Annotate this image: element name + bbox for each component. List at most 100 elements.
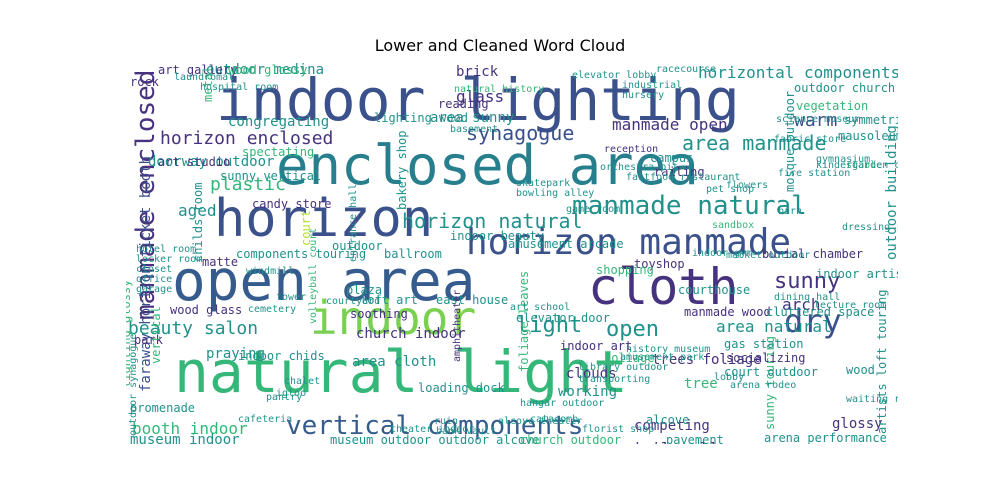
word-entrance-hall: entrance hall bbox=[348, 184, 359, 262]
word-outdoor-church: outdoor church bbox=[794, 81, 895, 95]
word-dining-hall: dining hall bbox=[774, 292, 840, 303]
word-natural-history: natural history bbox=[454, 84, 544, 95]
word-railing: railing bbox=[654, 165, 705, 179]
word-booth-indoor: booth indoor bbox=[132, 419, 248, 438]
word-campus: campus bbox=[650, 151, 693, 165]
word-manmade-natural: manmade natural bbox=[572, 191, 807, 221]
word-flowers: flowers bbox=[726, 180, 768, 191]
word-trees-foliage: trees foliage bbox=[652, 352, 762, 368]
word-competing: competing bbox=[634, 418, 710, 434]
word-manmade-open: manmade open bbox=[612, 115, 728, 134]
word-outdoor: outdoor bbox=[332, 239, 383, 253]
word-theater-indoor: theater indoor bbox=[390, 424, 474, 435]
word-praying: praying bbox=[206, 346, 265, 362]
word-basement: basement bbox=[450, 124, 498, 135]
word-light: light bbox=[516, 313, 582, 338]
word-fire-station: fire station bbox=[778, 168, 850, 179]
word-dry: dry bbox=[784, 302, 842, 340]
word-socializing: socializing bbox=[726, 351, 805, 365]
word-outdoor-synagogue: outdoor synagogue bbox=[128, 334, 139, 436]
word-office: office bbox=[136, 274, 172, 285]
word-toyshop: toyshop bbox=[634, 257, 685, 271]
word-glass: glass bbox=[456, 87, 504, 106]
word-courtyard: courtyard bbox=[326, 296, 380, 307]
word-cemetery: cemetery bbox=[248, 304, 296, 315]
word-nursery: nursery bbox=[622, 90, 664, 101]
word-manmade-wood: manmade wood bbox=[684, 305, 771, 319]
word-lighting-glossy: lighting glossy bbox=[126, 280, 133, 388]
word-indoor-artists: indoor artists bbox=[816, 267, 898, 281]
word-orchestra-pit: orchestra pit bbox=[600, 162, 678, 173]
word-pet-shop: pet shop bbox=[706, 184, 754, 195]
word-ballroom: ballroom bbox=[384, 247, 442, 261]
word-elevator-door: elevator door bbox=[516, 311, 610, 325]
word-natural-light: natural light bbox=[174, 338, 628, 406]
word-components-touring: components touring bbox=[236, 247, 366, 261]
word-windmill: windmill bbox=[246, 266, 294, 277]
word-wood-glass: wood glass bbox=[170, 303, 242, 317]
word-shopping: shopping bbox=[596, 263, 654, 277]
word-foliage: foliage bbox=[604, 351, 655, 365]
word-matte: matte bbox=[202, 255, 238, 269]
word-church-indoor: church indoor bbox=[356, 326, 466, 342]
word-childs-room: childs room bbox=[191, 183, 205, 262]
word-area-cloth: area cloth bbox=[352, 354, 436, 370]
word-science-museum: science museum bbox=[776, 114, 860, 125]
word-fabric-store: fabric store bbox=[774, 134, 846, 145]
word-outdoor-medina: outdoor medina bbox=[206, 62, 324, 78]
word-cloth: cloth bbox=[588, 258, 739, 316]
word-arena-performance: arena performance bbox=[764, 431, 887, 444]
word-alcove: alcove bbox=[646, 413, 689, 427]
word-warm: warm bbox=[794, 110, 837, 131]
word-wood: wood bbox=[846, 363, 875, 377]
figure-title: Lower and Cleaned Word Cloud bbox=[374, 36, 626, 55]
word-park: park bbox=[134, 333, 164, 347]
word-plaza: plaza bbox=[346, 283, 382, 297]
word-promenade: promenade bbox=[130, 401, 195, 415]
word-vertical: vertical bbox=[149, 306, 163, 364]
word-soothing: soothing bbox=[350, 307, 408, 321]
word-manmade-enclosed: manmade enclosed bbox=[131, 70, 161, 320]
word-bowling-alley: bowling alley bbox=[516, 188, 594, 199]
word-vertical-components: vertical components bbox=[286, 411, 583, 441]
word-burial-chamber: burial chamber bbox=[762, 247, 863, 261]
word-jail-cell: jail cell bbox=[632, 439, 719, 444]
word-tower: tower bbox=[276, 292, 306, 303]
word-skatepark: skatepark bbox=[516, 178, 570, 189]
word-open-area: open area bbox=[172, 249, 475, 314]
word-cafeteria: cafeteria bbox=[238, 414, 292, 425]
word-church-outdoor: church outdoor bbox=[520, 433, 621, 444]
word-clouds: clouds bbox=[566, 366, 617, 382]
word-faraway-horizon-ticket-booth: faraway horizon ticket booth bbox=[138, 156, 154, 392]
word-hangar-outdoor: hangar outdoor bbox=[520, 398, 604, 409]
word-cluttered-space: cluttered space bbox=[766, 305, 874, 319]
word-mausoleum: mausoleum bbox=[838, 129, 898, 143]
word-indoor: indoor bbox=[310, 291, 476, 345]
word-symmetrical: symmetrical bbox=[844, 113, 898, 127]
word-transporting: transporting bbox=[578, 374, 650, 385]
word-barn: barn bbox=[778, 206, 802, 217]
word-tree: tree bbox=[684, 376, 718, 392]
word-brick: brick bbox=[456, 64, 499, 80]
word-fastfood-restaurant: fastfood restaurant bbox=[626, 172, 740, 183]
word-artists-loft-touring: artists loft touring bbox=[875, 290, 889, 435]
word-vegetation: vegetation bbox=[796, 99, 868, 113]
word-cloud: indoor lighting enclosed area horizon horiz… bbox=[126, 62, 898, 444]
word-florist-shop: florist shop bbox=[582, 424, 654, 435]
word-waiting-room: waiting room bbox=[846, 394, 898, 405]
word-ruin: ruin bbox=[434, 416, 458, 427]
word-elevator-lobby: elevator lobby bbox=[572, 70, 656, 81]
word-stable: stable bbox=[846, 160, 882, 171]
word-east-house: east house bbox=[436, 293, 508, 307]
word-indoor-lighting: indoor lighting bbox=[216, 66, 740, 134]
word-hospital-room: hospital room bbox=[200, 82, 278, 93]
word-enclosed-area: enclosed area bbox=[276, 134, 699, 197]
word-sunny-vertical: sunny vertical bbox=[220, 169, 321, 183]
word-lighting-wood: lighting wood bbox=[374, 111, 468, 125]
word-indoor-gym: indoor gym bbox=[692, 248, 752, 259]
word-closet: closet bbox=[136, 264, 172, 275]
word-open: open bbox=[606, 317, 659, 342]
word-mosque-outdoor: mosque outdoor bbox=[783, 91, 797, 192]
word-amusement-arcade: amusement arcade bbox=[508, 237, 624, 251]
word-reception: reception bbox=[604, 144, 658, 155]
